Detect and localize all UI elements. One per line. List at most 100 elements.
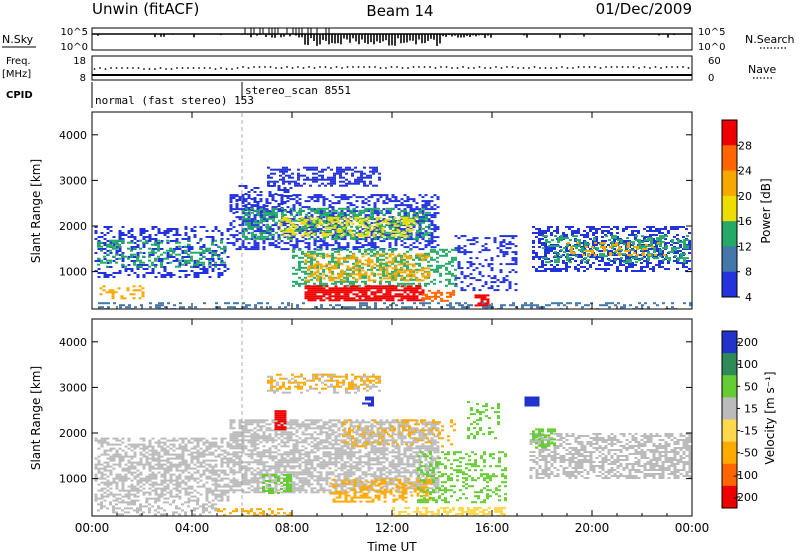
heatmap-cell <box>241 240 245 243</box>
heatmap-cell <box>260 221 263 224</box>
heatmap-cell <box>679 226 682 228</box>
heatmap-cell <box>267 176 270 179</box>
heatmap-cell <box>344 215 347 218</box>
heatmap-cell <box>436 260 439 263</box>
heatmap-cell <box>601 226 604 228</box>
heatmap-cell <box>106 276 110 278</box>
heatmap-cell <box>190 251 193 254</box>
heatmap-cell <box>103 274 107 276</box>
heatmap-cell <box>336 220 340 223</box>
nsky-trace <box>92 28 692 46</box>
heatmap-cell <box>138 297 142 300</box>
heatmap-cell <box>301 230 305 233</box>
heatmap-cell <box>184 264 188 266</box>
heatmap-cell <box>604 264 607 266</box>
heatmap-cell <box>593 255 596 258</box>
heatmap-cell <box>313 293 317 296</box>
heatmap-cell <box>129 293 133 296</box>
heatmap-cell <box>388 224 392 227</box>
heatmap-cell <box>629 255 632 258</box>
heatmap-cell <box>403 200 407 203</box>
heatmap-cell <box>394 240 398 243</box>
heatmap-cell <box>188 306 191 309</box>
heatmap-cell <box>406 198 410 201</box>
heatmap-cell <box>362 209 365 212</box>
heatmap-cell <box>664 226 667 228</box>
heatmap-cell <box>554 251 557 254</box>
heatmap-cell <box>193 236 197 238</box>
heatmap-cell <box>430 224 434 227</box>
heatmap-cell <box>166 272 170 274</box>
heatmap-cell <box>121 477 125 480</box>
heatmap-cell <box>148 265 151 268</box>
heatmap-cell <box>372 170 375 173</box>
heatmap-cell <box>232 236 236 239</box>
heatmap-cell <box>439 272 442 275</box>
heatmap-cell <box>211 240 215 242</box>
heatmap-cell <box>592 232 595 234</box>
heatmap-cell <box>490 285 494 288</box>
heatmap-cell <box>115 239 118 242</box>
heatmap-cell <box>422 304 425 307</box>
heatmap-cell <box>160 258 164 260</box>
heatmap-cell <box>685 238 688 240</box>
heatmap-cell <box>241 194 245 197</box>
heatmap-cell <box>427 255 431 258</box>
heatmap-cell <box>430 214 434 217</box>
heatmap-cell <box>340 280 343 283</box>
heatmap-cell <box>196 242 200 244</box>
heatmap-cell <box>319 287 323 290</box>
heatmap-cell <box>352 204 356 207</box>
heatmap-cell <box>272 213 275 216</box>
heatmap-cell <box>340 216 344 219</box>
heatmap-cell <box>118 443 122 446</box>
heatmap-cell <box>437 291 440 294</box>
heatmap-cell <box>551 239 554 242</box>
heatmap-cell <box>94 457 98 460</box>
heatmap-cell <box>178 264 182 266</box>
heatmap-cell <box>124 463 128 466</box>
heatmap-cell <box>412 295 416 298</box>
heatmap-cell <box>296 211 299 214</box>
heatmap-cell <box>103 439 107 442</box>
heatmap-cell <box>457 265 461 268</box>
nave-dot <box>253 66 255 68</box>
heatmap-cell <box>118 447 122 450</box>
heatmap-cell <box>328 299 332 302</box>
heatmap-cell <box>112 495 116 498</box>
heatmap-cell <box>260 217 263 220</box>
heatmap-cell <box>421 216 425 219</box>
heatmap-cell <box>544 250 547 252</box>
heatmap-cell <box>199 264 203 266</box>
heatmap-cell <box>279 218 283 221</box>
heatmap-cell <box>351 232 355 235</box>
heatmap-cell <box>157 255 160 258</box>
heatmap-cell <box>348 182 351 185</box>
heatmap-cell <box>343 246 347 249</box>
heatmap-cell <box>382 253 386 256</box>
heatmap-cell <box>415 299 419 302</box>
heatmap-cell <box>569 257 572 260</box>
heatmap-cell <box>613 258 616 260</box>
heatmap-cell <box>412 210 416 213</box>
nave-dot <box>286 66 288 68</box>
heatmap-cell <box>235 208 239 211</box>
heatmap-cell <box>604 226 607 228</box>
heatmap-cell <box>115 473 119 476</box>
heatmap-cell <box>300 184 303 187</box>
heatmap-cell <box>181 263 184 266</box>
heatmap-cell <box>106 495 110 498</box>
heatmap-cell <box>393 216 397 219</box>
heatmap-cell <box>360 222 364 225</box>
heatmap-cell <box>379 289 383 292</box>
heatmap-cell <box>496 247 500 250</box>
heatmap-cell <box>421 196 425 199</box>
heatmap-cell <box>461 306 464 309</box>
heatmap-cell <box>316 200 320 203</box>
heatmap-cell <box>295 238 299 241</box>
heatmap-cell <box>511 269 515 272</box>
heatmap-cell <box>382 272 385 275</box>
heatmap-cell <box>385 267 389 270</box>
heatmap-cell <box>158 304 161 307</box>
